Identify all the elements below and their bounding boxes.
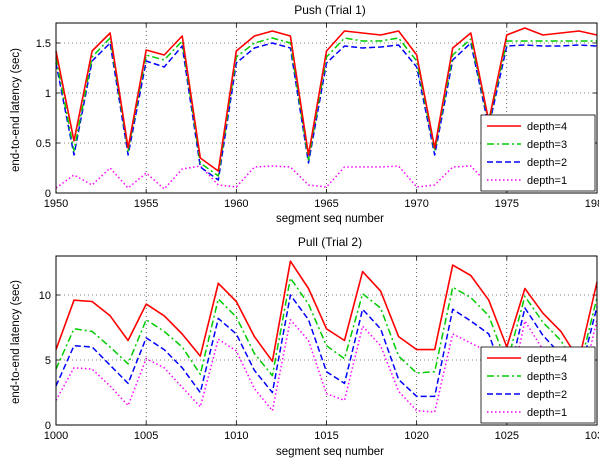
- x-tick-label: 1980: [585, 198, 599, 210]
- legend: depth=4 depth=3 depth=2 depth=1: [480, 114, 596, 192]
- y-tick-label: 0.5: [36, 138, 51, 150]
- legend-entry: depth=1: [527, 407, 567, 419]
- legend-entry: depth=1: [527, 175, 567, 187]
- legend-box: [480, 346, 596, 424]
- plot-frame: [55, 255, 598, 426]
- chart-title: Push (Trial 1): [294, 3, 366, 17]
- y-tick-label: 0: [45, 188, 51, 200]
- legend-entry: depth=4: [527, 121, 567, 133]
- plot-frame: [55, 22, 598, 194]
- x-tick-label: 1010: [224, 430, 248, 442]
- y-tick-label: 1: [45, 88, 51, 100]
- pull-chart: Pull (Trial 2) segment seq number end-to…: [10, 235, 599, 458]
- legend-entry: depth=3: [527, 371, 567, 383]
- x-tick-label: 1960: [224, 198, 248, 210]
- x-tick-label: 1020: [404, 430, 428, 442]
- x-tick-label: 1030: [585, 430, 599, 442]
- legend-box: [480, 114, 596, 192]
- legend: depth=4 depth=3 depth=2 depth=1: [480, 346, 596, 424]
- x-tick-label: 1015: [314, 430, 338, 442]
- y-tick-label: 1.5: [36, 38, 51, 50]
- x-tick-label: 1005: [134, 430, 158, 442]
- x-tick-label: 1965: [314, 198, 338, 210]
- series-line-depth-4: [55, 27, 598, 172]
- series-line-depth-3: [55, 37, 597, 177]
- series-line-depth-2: [55, 42, 598, 181]
- y-tick-label: 5: [45, 355, 51, 367]
- x-tick-label: 1950: [44, 198, 68, 210]
- y-axis-label: end-to-end latency (sec): [10, 48, 22, 172]
- chart-title: Pull (Trial 2): [298, 235, 362, 249]
- x-tick-label: 1000: [44, 430, 68, 442]
- legend-entry: depth=2: [527, 157, 567, 169]
- legend-entry: depth=4: [527, 353, 567, 365]
- legend-entry: depth=2: [527, 389, 567, 401]
- x-axis-label: segment seq number: [276, 213, 384, 225]
- y-tick-label: 0: [45, 420, 51, 432]
- y-tick-label: 10: [39, 290, 51, 302]
- x-tick-label: 1955: [134, 198, 158, 210]
- push-chart: Push (Trial 1) segment seq number end-to…: [10, 3, 599, 225]
- y-axis-label: end-to-end latency (sec): [10, 280, 22, 404]
- x-tick-label: 1025: [495, 430, 519, 442]
- x-tick-label: 1970: [404, 198, 428, 210]
- legend-entry: depth=3: [527, 139, 567, 151]
- x-axis-label: segment seq number: [276, 446, 384, 458]
- x-tick-label: 1975: [495, 198, 519, 210]
